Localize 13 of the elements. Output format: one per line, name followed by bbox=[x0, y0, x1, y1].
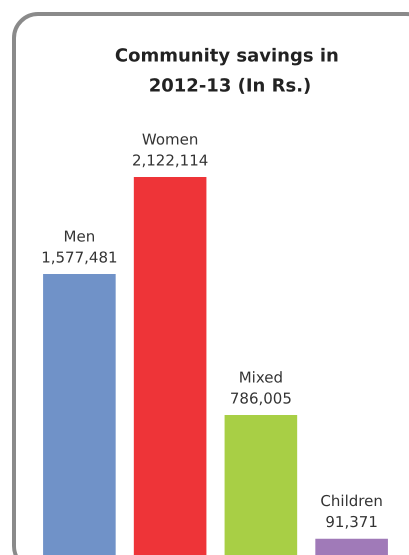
x-tick-label: Mixed bbox=[238, 368, 284, 386]
chart-title: Community savings in 2012-13 (In Rs.) bbox=[114, 46, 346, 96]
x-tick-label: Women bbox=[142, 130, 198, 148]
data-label: 91,371 bbox=[325, 513, 378, 532]
data-label: 786,005 bbox=[230, 389, 292, 408]
bar bbox=[224, 414, 298, 555]
bar bbox=[315, 538, 388, 555]
bar bbox=[134, 177, 206, 555]
data-label: 2,122,114 bbox=[132, 152, 208, 170]
x-tick-label: Children bbox=[320, 492, 383, 510]
bar bbox=[43, 274, 116, 555]
data-label: 1,577,481 bbox=[41, 248, 118, 267]
x-tick-label: Men bbox=[64, 228, 96, 246]
